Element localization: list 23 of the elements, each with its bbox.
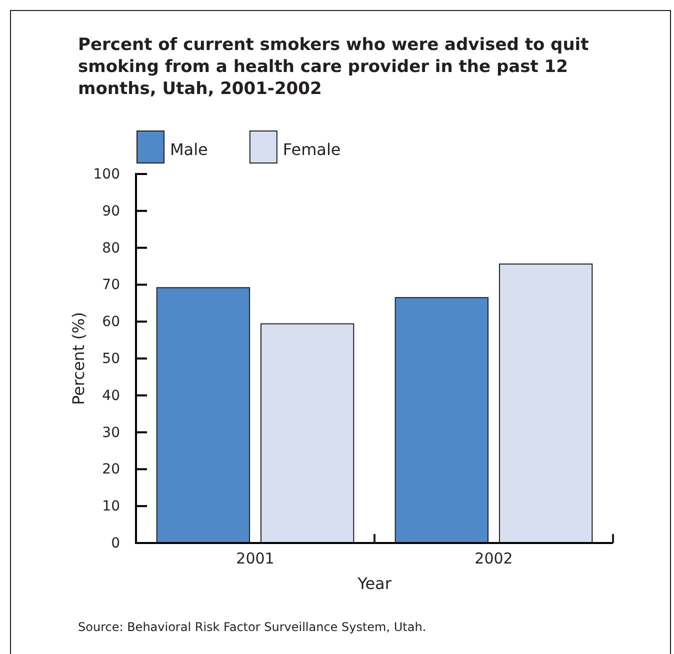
y-tick-label: 60 [102, 314, 120, 330]
bar [260, 323, 354, 544]
bar [498, 264, 593, 544]
y-tick-label: 30 [102, 424, 120, 441]
legend-label: Male [170, 140, 208, 159]
y-axis-title: Percent (%) [69, 312, 88, 405]
y-tick-label: 100 [93, 166, 120, 182]
x-axis-title: Year [356, 574, 392, 593]
x-tick-label: 2002 [474, 550, 513, 568]
bar [394, 297, 489, 544]
y-tick-label: 40 [102, 388, 120, 404]
source-note: Source: Behavioral Risk Factor Surveillance System, Utah. [78, 620, 426, 634]
chart-title: Percent of current smokers who were advised to quit smoking from a health care provider in the past 12 months, Utah, 2001-2002 [78, 35, 589, 99]
bar [156, 287, 250, 544]
y-tick-label: 70 [102, 277, 120, 294]
y-tick-label: 0 [111, 535, 120, 552]
x-tick-label: 2001 [236, 550, 274, 568]
legend-label: Female [282, 140, 341, 159]
y-tick-label: 90 [102, 203, 120, 220]
y-tick-label: 10 [102, 498, 120, 515]
y-tick-label: 80 [102, 240, 120, 256]
y-tick-label: 20 [102, 462, 120, 478]
y-tick-label: 50 [102, 350, 120, 367]
